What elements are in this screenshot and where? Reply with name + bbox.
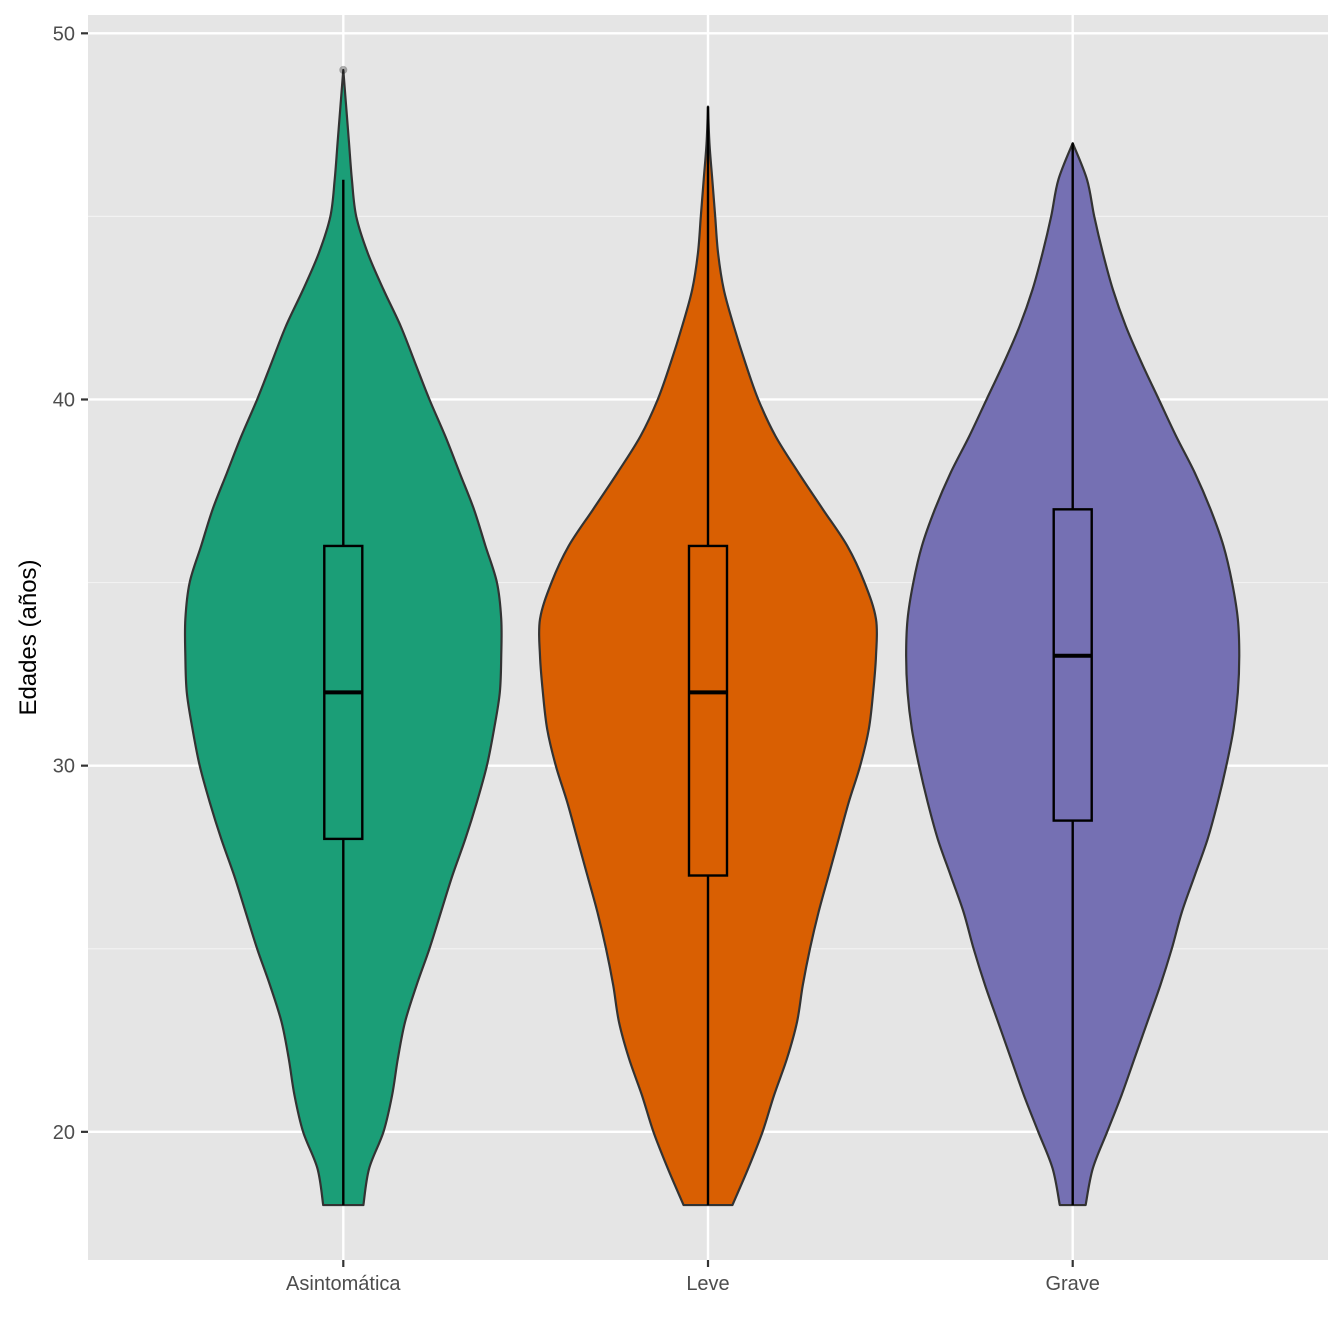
y-tick-label: 40 — [53, 389, 75, 411]
boxplots — [323, 106, 1093, 1206]
x-tick-label: Grave — [1045, 1273, 1099, 1295]
outlier-point — [339, 65, 348, 74]
y-tick-label: 20 — [53, 1122, 75, 1144]
boxplot-grave — [1052, 143, 1093, 1206]
boxplot-leve — [687, 106, 729, 1206]
y-axis-title: Edades (años) — [15, 559, 42, 715]
x-tick-label: Asintomática — [286, 1273, 401, 1295]
axes: 20 30 40 50 Asintomática Leve Grave — [53, 23, 1100, 1295]
boxplot-asintomática — [323, 179, 364, 1206]
x-tick-label: Leve — [686, 1273, 729, 1295]
outlier-points — [339, 65, 348, 74]
violins — [183, 68, 1241, 1207]
box-iqr — [1052, 508, 1093, 822]
box-iqr — [687, 544, 729, 877]
y-tick-label: 50 — [53, 23, 75, 45]
violin-asintomática — [183, 68, 503, 1207]
y-tick-label: 30 — [53, 756, 75, 778]
